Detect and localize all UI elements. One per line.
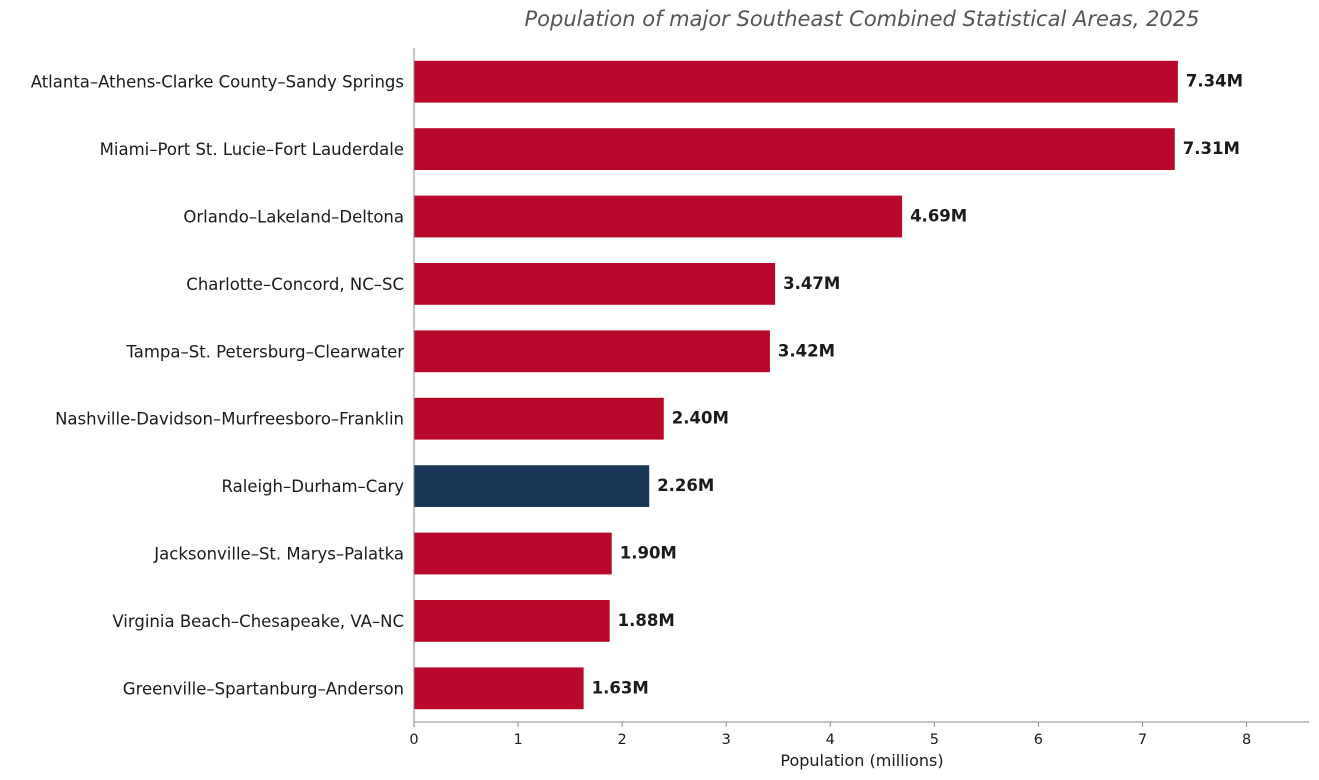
value-label-3: 3.47M	[783, 274, 840, 293]
bar-6	[414, 465, 650, 507]
category-label-1: Miami–Port St. Lucie–Fort Lauderdale	[100, 140, 404, 159]
x-tick-label-7: 7	[1138, 732, 1147, 748]
category-label-2: Orlando–Lakeland–Deltona	[183, 208, 404, 227]
value-label-6: 2.26M	[657, 476, 714, 495]
x-tick-label-2: 2	[618, 732, 627, 748]
x-axis-title: Population (millions)	[780, 751, 943, 770]
bar-1	[414, 128, 1175, 170]
x-tick-label-8: 8	[1242, 732, 1251, 748]
category-label-7: Jacksonville–St. Marys–Palatka	[153, 545, 404, 564]
category-labels: Atlanta–Athens-Clarke County–Sandy Sprin…	[31, 73, 405, 699]
category-label-6: Raleigh–Durham–Cary	[222, 477, 405, 496]
bar-0	[414, 60, 1178, 103]
x-tick-label-3: 3	[722, 732, 731, 748]
category-label-5: Nashville-Davidson–Murfreesboro–Franklin	[55, 410, 404, 429]
bar-3	[414, 263, 776, 305]
bar-9	[414, 667, 584, 710]
value-label-5: 2.40M	[672, 409, 729, 428]
x-axis-ticks: 0 1 2 3 4 5 6 7 8	[409, 722, 1251, 748]
category-label-3: Charlotte–Concord, NC–SC	[186, 275, 404, 294]
x-tick-label-4: 4	[826, 732, 835, 748]
bar-7	[414, 532, 612, 575]
value-label-0: 7.34M	[1186, 72, 1243, 91]
chart-title: Population of major Southeast Combined S…	[525, 7, 1200, 31]
value-label-7: 1.90M	[620, 544, 677, 563]
value-label-9: 1.63M	[592, 678, 649, 697]
category-label-0: Atlanta–Athens-Clarke County–Sandy Sprin…	[31, 73, 404, 92]
x-tick-label-0: 0	[409, 732, 418, 748]
x-tick-label-1: 1	[513, 732, 522, 748]
x-tick-label-6: 6	[1034, 732, 1043, 748]
category-label-8: Virginia Beach–Chesapeake, VA–NC	[112, 612, 404, 631]
value-label-8: 1.88M	[618, 611, 675, 630]
bar-2	[414, 195, 903, 238]
bar-4	[414, 330, 770, 373]
bars-layer	[414, 60, 1178, 710]
value-label-4: 3.42M	[778, 341, 835, 360]
value-labels: 7.34M 7.31M 4.69M 3.47M 3.42M 2.40M 2.26M 1.90M…	[592, 72, 1243, 698]
category-label-4: Tampa–St. Petersburg–Clearwater	[125, 342, 404, 361]
bar-8	[414, 600, 610, 642]
x-tick-label-5: 5	[930, 732, 939, 748]
category-label-9: Greenville–Spartanburg–Anderson	[123, 679, 404, 698]
bar-5	[414, 397, 664, 440]
value-label-2: 4.69M	[910, 207, 967, 226]
value-label-1: 7.31M	[1183, 139, 1240, 158]
